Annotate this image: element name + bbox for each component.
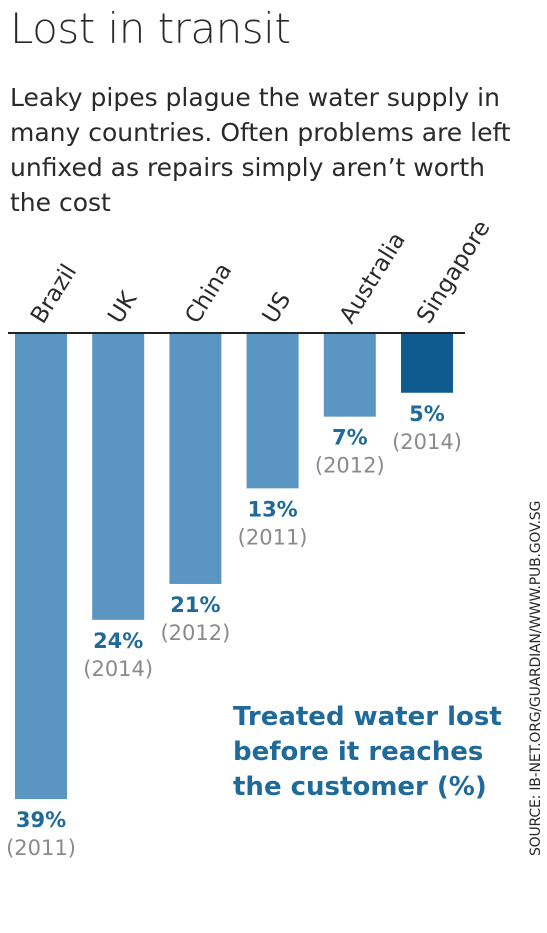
category-label-china: China <box>180 259 237 328</box>
value-label-uk: 24% <box>93 629 143 653</box>
year-label-singapore: (2014) <box>392 430 462 454</box>
chart-annotation: Treated water lost before it reaches the… <box>233 702 502 802</box>
category-label-us: US <box>258 288 297 328</box>
value-label-australia: 7% <box>332 426 368 450</box>
bar-uk <box>92 333 145 620</box>
category-label-brazil: Brazil <box>26 260 82 328</box>
bar-us <box>246 333 299 489</box>
value-label-china: 21% <box>170 593 220 617</box>
year-label-brazil: (2011) <box>6 836 76 860</box>
bar-singapore <box>401 333 453 393</box>
year-label-australia: (2012) <box>315 454 385 478</box>
value-label-brazil: 39% <box>16 808 66 832</box>
chart-title: Lost in transit <box>10 4 291 53</box>
bar-brazil <box>15 333 67 800</box>
bar-china <box>169 333 222 584</box>
category-label-singapore: Singapore <box>412 216 496 328</box>
year-label-uk: (2014) <box>83 657 153 681</box>
year-label-us: (2011) <box>238 525 308 549</box>
bar-australia <box>323 333 376 417</box>
chart-subtitle: Leaky pipes plague the water supply in m… <box>10 83 511 217</box>
value-label-singapore: 5% <box>409 402 445 426</box>
value-label-us: 13% <box>247 497 297 521</box>
category-label-uk: UK <box>103 287 142 329</box>
source-note: SOURCE: IB-NET.ORG/GUARDIAN/WWW.PUB.GOV.… <box>528 500 544 856</box>
year-label-china: (2012) <box>160 621 230 645</box>
category-label-australia: Australia <box>335 228 411 328</box>
